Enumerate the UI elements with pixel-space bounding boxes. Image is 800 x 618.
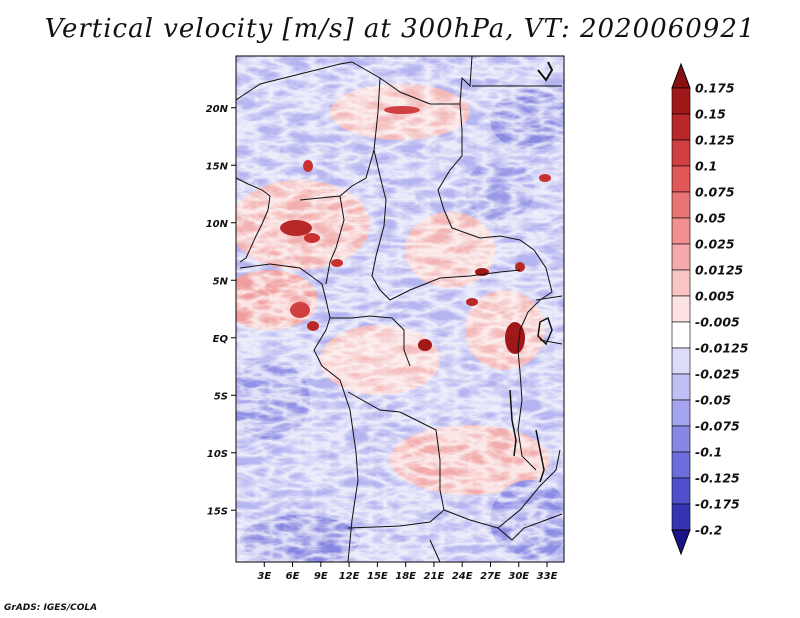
boundaries [236, 56, 563, 562]
border-botswana [429, 539, 441, 562]
lon-tick-label: 21E [424, 571, 445, 582]
border-congo [330, 315, 411, 367]
colorbar-swatch [671, 269, 691, 297]
border-chad-sudan [437, 103, 463, 229]
convective-cell [307, 321, 319, 331]
lake-malawi [535, 429, 545, 483]
convective-cell [466, 298, 478, 306]
lat-tick-label: 10S [207, 449, 228, 460]
axis-labels: 20N 15N 10N 5N EQ 5S 10S 15S 3E 6E 9E 12E 15E 18E 21E 2… [206, 104, 558, 582]
lake-victoria [537, 316, 553, 346]
colorbar-swatch [671, 373, 691, 401]
convective-cell [505, 322, 525, 354]
vertical-velocity-field [236, 56, 564, 562]
colorbar-label: -0.025 [695, 367, 740, 382]
lat-tick-label: 10N [206, 219, 229, 230]
colorbar-label: -0.05 [695, 393, 731, 408]
border-tanzania-west [517, 371, 537, 471]
coastline-red-sea [537, 61, 554, 82]
lat-tick-label: 20N [206, 104, 229, 115]
colorbar-label: 0.005 [695, 289, 735, 304]
axis-ticks [231, 107, 548, 567]
colorbar-swatch [671, 347, 691, 375]
colorbar-swatch [671, 477, 691, 505]
colorbar-swatch [671, 503, 691, 531]
lon-tick-label: 15E [367, 571, 388, 582]
colorbar-label: 0.05 [695, 211, 726, 226]
colorbar-swatch [671, 165, 691, 193]
grads-credit: GrADS: IGES/COLA [4, 603, 98, 613]
convective-cell [384, 106, 420, 114]
convective-cell [280, 220, 312, 236]
border-car-drc [389, 269, 521, 301]
plot-title: Vertical velocity [m/s] at 300hPa, VT: 2… [44, 14, 756, 44]
lon-tick-label: 24E [452, 571, 473, 582]
lat-tick-label: 5S [214, 391, 228, 402]
field-texture [236, 56, 564, 562]
border-chad-cameroon [371, 149, 391, 301]
colorbar-label: -0.0125 [695, 341, 749, 356]
colorbar-swatch [671, 399, 691, 427]
lat-tick-label: 5N [213, 276, 229, 287]
colorbar-label: 0.0125 [695, 263, 744, 278]
lat-tick-label: EQ [213, 334, 229, 345]
colorbar-swatch [671, 191, 691, 219]
convective-cell [515, 262, 525, 272]
coastline-west [236, 177, 271, 263]
convective-cell [303, 160, 313, 172]
colorbar-label: 0.1 [695, 159, 717, 174]
colorbar-swatch [671, 139, 691, 167]
lon-tick-label: 12E [339, 571, 360, 582]
lon-tick-label: 3E [257, 571, 271, 582]
border-kenya [535, 295, 563, 301]
colorbar-swatch [671, 321, 691, 349]
lat-tick-label: 15N [206, 161, 229, 172]
map-frame [235, 55, 565, 563]
colorbar-label: -0.005 [695, 315, 740, 330]
convective-cell [290, 302, 310, 318]
lon-tick-label: 18E [395, 571, 416, 582]
colorbar-swatch [671, 243, 691, 271]
coastline-atlantic [239, 263, 359, 562]
colorbar-label: -0.075 [695, 419, 740, 434]
lon-tick-label: 33E [537, 571, 558, 582]
border-zimbabwe [497, 513, 563, 541]
lake-tanganyika [509, 389, 517, 457]
colorbar-swatch [671, 425, 691, 453]
colorbar-swatch [671, 113, 691, 141]
lon-tick-label: 30E [508, 571, 529, 582]
colorbar-swatch [671, 217, 691, 245]
border-zambia-south [443, 449, 561, 529]
colorbar-label: 0.025 [695, 237, 735, 252]
convective-cell [331, 259, 343, 267]
colorbar-bottom-arrow [671, 529, 691, 556]
border-angola [347, 391, 445, 511]
lon-tick-label: 27E [480, 571, 501, 582]
convective-cell [539, 174, 551, 182]
border-nigeria-cameroon [325, 195, 345, 285]
colorbar-label: 0.075 [695, 185, 735, 200]
colorbar: 0.175 0.15 0.125 0.1 0.075 0.05 0.025 0.0125 0.0… [671, 62, 749, 556]
border-niger-libya [351, 56, 473, 105]
lon-tick-label: 6E [286, 571, 300, 582]
colorbar-label: 0.15 [695, 107, 726, 122]
border-sudan-south [451, 227, 553, 293]
colorbar-swatch [671, 295, 691, 323]
colorbar-swatch [671, 87, 691, 115]
lat-tick-label: 15S [207, 506, 228, 517]
border-namibia-north [347, 509, 445, 529]
colorbar-label: -0.125 [695, 471, 740, 486]
convective-cell [304, 233, 320, 243]
colorbar-label: -0.1 [695, 445, 722, 460]
convective-cell [418, 339, 432, 351]
colorbar-label: 0.175 [695, 81, 735, 96]
lon-tick-label: 9E [314, 571, 328, 582]
colorbar-label: -0.2 [695, 523, 722, 538]
colorbar-top-arrow [671, 62, 691, 89]
colorbar-swatch [671, 451, 691, 479]
border-mali-algeria [236, 61, 353, 101]
colorbar-label: 0.125 [695, 133, 735, 148]
colorbar-label: -0.175 [695, 497, 740, 512]
